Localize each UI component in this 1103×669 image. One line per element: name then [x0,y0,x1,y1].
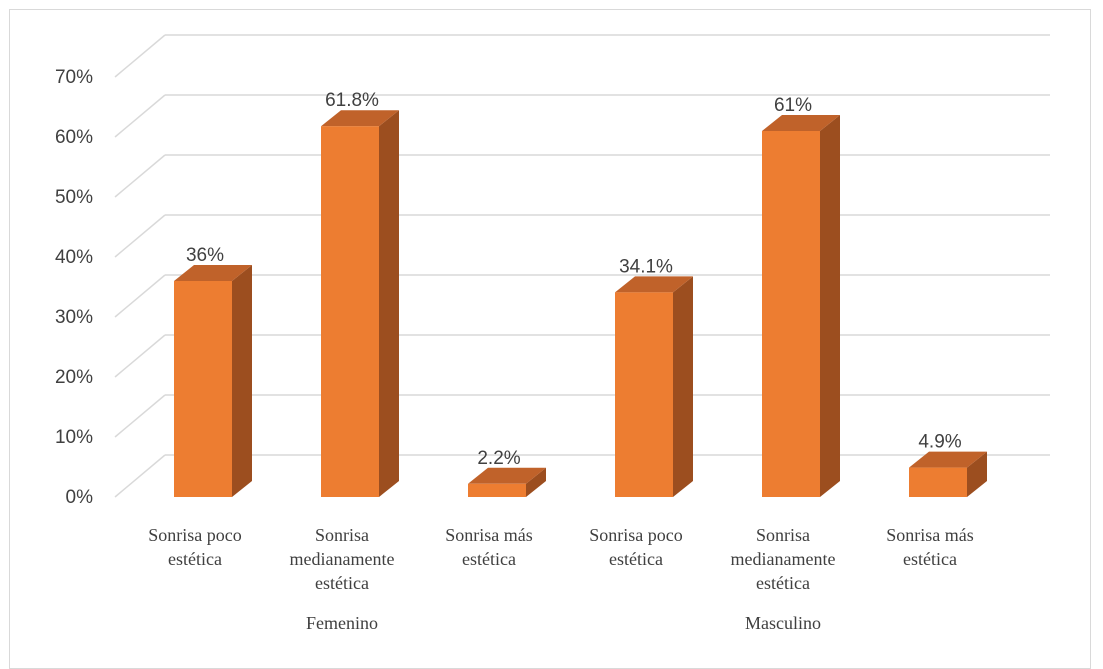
bar-side [526,467,546,497]
bar-chart: 0% 10% 20% 30% 40% 50% 60% 70% 36% Sonrisa poco es… [55,34,1050,633]
gridline-diagonal [114,334,166,378]
data-label: 34.1% [619,256,673,277]
y-tick-label: 50% [55,187,93,208]
data-label: 61% [774,95,812,116]
bar-side [820,115,840,497]
category-label: Sonrisa [315,525,369,545]
category-label: estética [462,549,516,569]
y-tick-label: 20% [55,367,93,388]
gridline-diagonal [114,454,166,498]
bar [321,126,379,497]
y-tick-label: 0% [66,487,94,508]
y-tick-label: 60% [55,127,93,148]
category-label: Sonrisa [756,525,810,545]
bar-top [762,115,840,131]
bar [762,131,820,497]
bar-top [321,110,399,127]
gridline-diagonal [114,154,166,198]
data-label: 4.9% [918,432,961,453]
y-tick-label: 70% [55,67,93,88]
category-label: estética [756,573,810,593]
category-label: Sonrisa más [445,525,533,545]
gridline-diagonal [114,94,166,138]
data-label: 2.2% [477,448,520,469]
y-tick-label: 30% [55,307,93,328]
data-label: 36% [186,245,224,266]
bar-top [909,451,987,468]
gridline-diagonal [114,34,166,78]
bar [615,292,673,497]
gridline-diagonal [114,214,166,258]
category-label: medianamente [731,549,836,569]
bar-top [468,467,546,484]
category-label: estética [168,549,222,569]
y-tick-label: 10% [55,427,93,448]
category-label: estética [903,549,957,569]
gridline-diagonal [114,394,166,438]
bar-side [967,451,987,497]
bar-top [615,276,693,293]
group-label: Masculino [745,613,821,633]
bar-top [174,265,252,281]
category-label: Sonrisa poco [148,525,242,545]
category-label: estética [609,549,663,569]
group-label: Femenino [306,613,378,633]
data-label: 61.8% [325,90,379,111]
bar [174,281,232,497]
category-label: Sonrisa más [886,525,974,545]
category-label: medianamente [290,549,395,569]
bar [909,467,967,497]
gridline-diagonal [114,274,166,318]
category-label: estética [315,573,369,593]
bar [468,483,526,497]
bar-side [673,276,693,497]
category-label: Sonrisa poco [589,525,683,545]
bar-side [379,110,399,497]
bar-side [232,265,252,497]
y-tick-label: 40% [55,247,93,268]
